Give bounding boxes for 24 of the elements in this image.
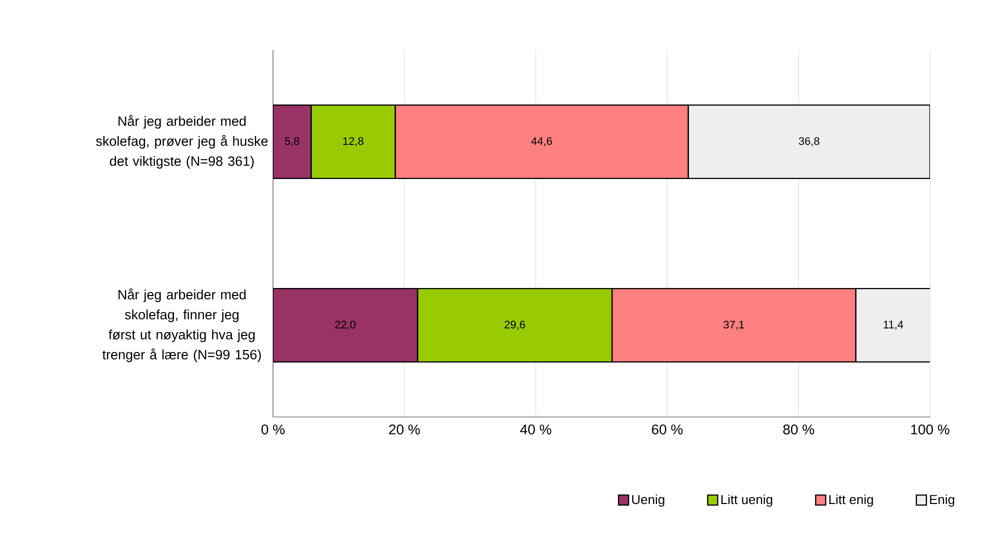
y-tick-label: Når jeg arbeider med skolefag, finner jeg først ut nøyaktig hva jeg trenger å lære (N=99 156) bbox=[102, 288, 261, 362]
data-label: 12,8 bbox=[343, 137, 364, 146]
data-label: 5,8 bbox=[284, 137, 300, 146]
bar bbox=[273, 104, 312, 180]
legend-label: Uenig bbox=[632, 494, 664, 507]
legend-label: Litt enig bbox=[829, 494, 873, 507]
data-label: 29,6 bbox=[504, 320, 525, 330]
legend-label: Litt uenig bbox=[721, 494, 772, 507]
data-label: 11,4 bbox=[884, 320, 904, 330]
x-tick-label: 20 % bbox=[389, 424, 420, 434]
data-label: 22,0 bbox=[335, 320, 356, 330]
x-tick-label: 100 % bbox=[911, 424, 950, 434]
bar bbox=[273, 288, 418, 363]
x-tick-label: 0 % bbox=[261, 424, 285, 434]
y-tick-label: Når jeg arbeider med skolefag, prøver jeg å huske det viktigste (N=98 361) bbox=[96, 114, 268, 169]
data-label: 37,1 bbox=[724, 320, 744, 330]
x-tick-label: 60 % bbox=[652, 424, 683, 434]
data-label: 44,6 bbox=[531, 137, 552, 146]
data-label: 36,8 bbox=[798, 137, 820, 146]
x-tick-label: 80 % bbox=[783, 424, 814, 434]
bar bbox=[688, 104, 930, 180]
x-tick-label: 40 % bbox=[520, 424, 552, 434]
legend-label: Enig bbox=[930, 494, 954, 507]
bar bbox=[855, 288, 930, 363]
